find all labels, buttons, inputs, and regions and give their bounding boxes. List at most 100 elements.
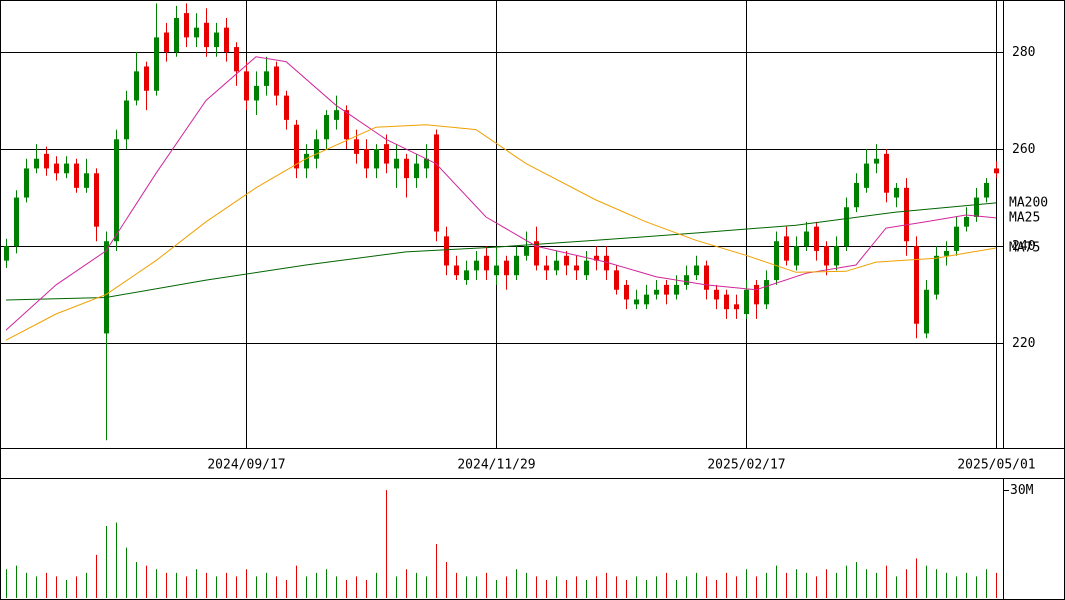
candle-body — [924, 289, 929, 334]
candle-body — [134, 71, 139, 101]
candle-body — [274, 66, 279, 96]
candle-body — [824, 246, 829, 266]
candle-body — [334, 110, 339, 120]
candle-body — [624, 284, 629, 300]
candle-body — [934, 255, 939, 295]
candle-body — [124, 100, 129, 140]
y-tick-label: 260 — [1012, 142, 1035, 157]
candle-body — [844, 207, 849, 247]
candle-body — [884, 153, 889, 193]
candle-body — [174, 17, 179, 52]
candle-body — [864, 163, 869, 188]
candle-body — [604, 255, 609, 271]
candle-body — [594, 255, 599, 261]
candle-body — [764, 280, 769, 305]
candle-body — [264, 71, 269, 86]
candle-body — [144, 66, 149, 91]
candle-body — [894, 187, 899, 198]
y-tick-label: 30M — [1010, 483, 1034, 498]
candle-body — [524, 246, 529, 256]
candle-body — [304, 153, 309, 169]
candle-body — [184, 13, 189, 38]
candle-body — [294, 124, 299, 169]
candle-body — [114, 139, 119, 242]
candle-body — [14, 197, 19, 247]
candle-body — [324, 115, 329, 140]
candle-body — [554, 260, 559, 271]
legend-label: MA200 — [1009, 195, 1048, 210]
candle-body — [224, 27, 229, 52]
candle-body — [234, 47, 239, 72]
candle-body — [484, 255, 489, 271]
candle-body — [84, 173, 89, 188]
candle-body — [944, 250, 949, 256]
candle-body — [904, 187, 909, 242]
candle-body — [504, 260, 509, 276]
candle-body — [644, 294, 649, 305]
y-tick-label: 220 — [1012, 336, 1035, 351]
candle-body — [434, 134, 439, 232]
candle-body — [984, 182, 989, 198]
candle-body — [744, 289, 749, 315]
candle-body — [384, 144, 389, 164]
candle-body — [44, 153, 49, 169]
candle-body — [34, 158, 39, 169]
candle-body — [154, 37, 159, 91]
candle-body — [774, 241, 779, 281]
candle-body — [414, 163, 419, 179]
candle-body — [724, 294, 729, 310]
candle-body — [784, 236, 789, 261]
ma-line — [5, 124, 997, 341]
candle-body — [734, 304, 739, 310]
candle-body — [684, 275, 689, 285]
candle-body — [514, 255, 519, 276]
candle-body — [364, 149, 369, 169]
candle-body — [574, 265, 579, 271]
candle-body — [954, 226, 959, 251]
candle-body — [694, 265, 699, 276]
candle-body — [444, 236, 449, 266]
candle-body — [254, 85, 259, 101]
candle-body — [614, 270, 619, 290]
candle-body — [564, 255, 569, 266]
candle-body — [204, 22, 209, 48]
candle-body — [454, 265, 459, 276]
ma-line — [5, 56, 997, 331]
y-tick-label: 280 — [1012, 45, 1035, 60]
candle-body — [964, 216, 969, 227]
candle-body — [754, 284, 759, 305]
candle-body — [834, 246, 839, 266]
candle-body — [104, 241, 109, 334]
candle-body — [664, 284, 669, 295]
candle-body — [74, 163, 79, 188]
candle-body — [474, 260, 479, 271]
candle-body — [794, 246, 799, 266]
legend-label: MA25 — [1009, 210, 1040, 225]
ma-line — [5, 202, 997, 301]
candle-body — [404, 158, 409, 179]
candle-body — [814, 226, 819, 251]
candle-body — [544, 265, 549, 271]
candle-body — [344, 110, 349, 140]
candle-body — [974, 197, 979, 217]
candle-body — [914, 246, 919, 324]
candle-body — [654, 289, 659, 295]
candle-body — [314, 139, 319, 159]
candle-body — [24, 168, 29, 198]
candle-body — [534, 241, 539, 266]
candle-body — [194, 27, 199, 38]
x-tick-label: 2025/02/17 — [707, 458, 785, 473]
x-tick-label: 2025/05/01 — [957, 458, 1035, 473]
candle-body — [354, 139, 359, 154]
candle-body — [704, 265, 709, 290]
candle-body — [54, 163, 59, 174]
candle-body — [634, 299, 639, 305]
candle-body — [494, 265, 499, 276]
legend-label: MA75 — [1009, 241, 1040, 256]
candle-body — [584, 260, 589, 276]
candle-body — [244, 71, 249, 101]
candle-body — [874, 158, 879, 164]
x-tick-label: 2024/09/17 — [207, 458, 285, 473]
